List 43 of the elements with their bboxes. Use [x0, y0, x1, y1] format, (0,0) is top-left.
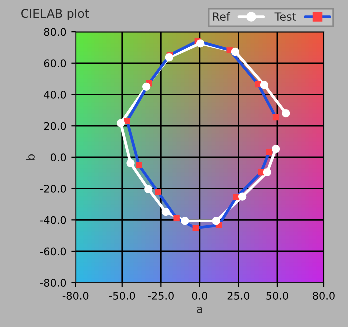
y-tick-label: 40.0 [44, 90, 66, 99]
point [196, 40, 205, 48]
y-tick-label: -60.0 [40, 248, 66, 256]
y-tick-label: 0.0 [50, 154, 66, 162]
point [136, 162, 142, 169]
x-tick-label: 80.0 [313, 292, 335, 300]
point [116, 119, 126, 128]
x-tick-label: 50.0 [266, 292, 288, 300]
point [260, 81, 268, 90]
x-tick-label: -50.0 [109, 292, 136, 300]
point [162, 208, 170, 216]
y-tick-label: -40.0 [40, 216, 66, 224]
chart-title: CIELAB plot [22, 9, 90, 20]
point [266, 149, 273, 156]
point [165, 54, 174, 62]
y-tick-label: -20.0 [40, 185, 66, 193]
x-tick-label: 0.0 [192, 292, 208, 300]
x-axis-title: a [197, 306, 202, 314]
y-tick-label: 80.0 [44, 28, 66, 36]
y-tick-label: 20.0 [44, 122, 66, 130]
y-tick-label: 60.0 [44, 60, 66, 68]
point [231, 48, 240, 56]
point [155, 189, 162, 196]
legend-label: Ref [213, 12, 231, 22]
point [238, 192, 247, 201]
point [124, 118, 130, 124]
point [192, 225, 199, 232]
point [282, 110, 290, 118]
point [263, 168, 272, 177]
point [144, 185, 153, 194]
point [142, 82, 151, 91]
point [272, 145, 280, 154]
point [126, 159, 135, 168]
point [212, 217, 220, 226]
point [181, 217, 190, 226]
y-tick-label: -80.0 [40, 279, 66, 287]
y-axis-title: b [26, 154, 35, 160]
legend-label: Test [274, 12, 296, 22]
point [174, 215, 180, 222]
x-tick-label: -25.0 [148, 292, 174, 300]
x-tick-label: 25.0 [228, 292, 250, 300]
point [272, 114, 280, 121]
x-tick-label: -80.0 [62, 292, 89, 300]
